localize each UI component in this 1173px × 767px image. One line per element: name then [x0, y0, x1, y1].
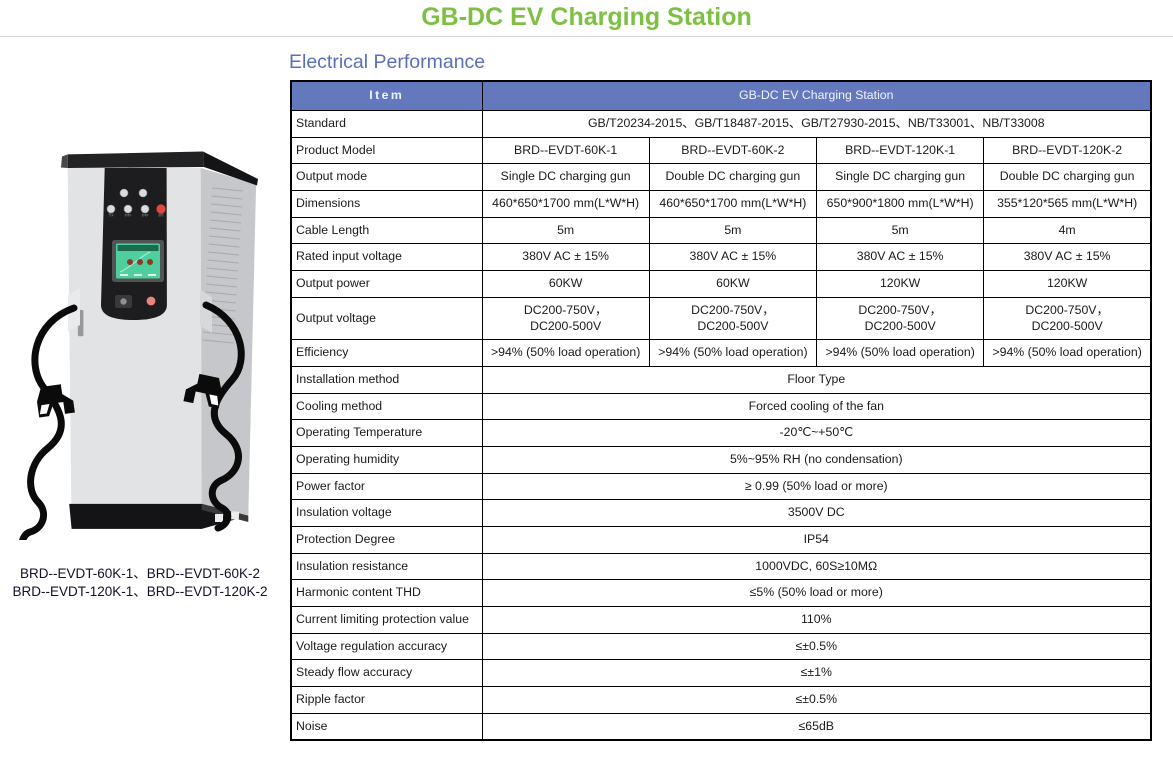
svg-text:故障: 故障 [158, 213, 164, 217]
svg-text:充电2: 充电2 [141, 213, 149, 217]
svg-text:开关: 开关 [108, 213, 114, 217]
svg-text:充电1: 充电1 [124, 213, 132, 217]
